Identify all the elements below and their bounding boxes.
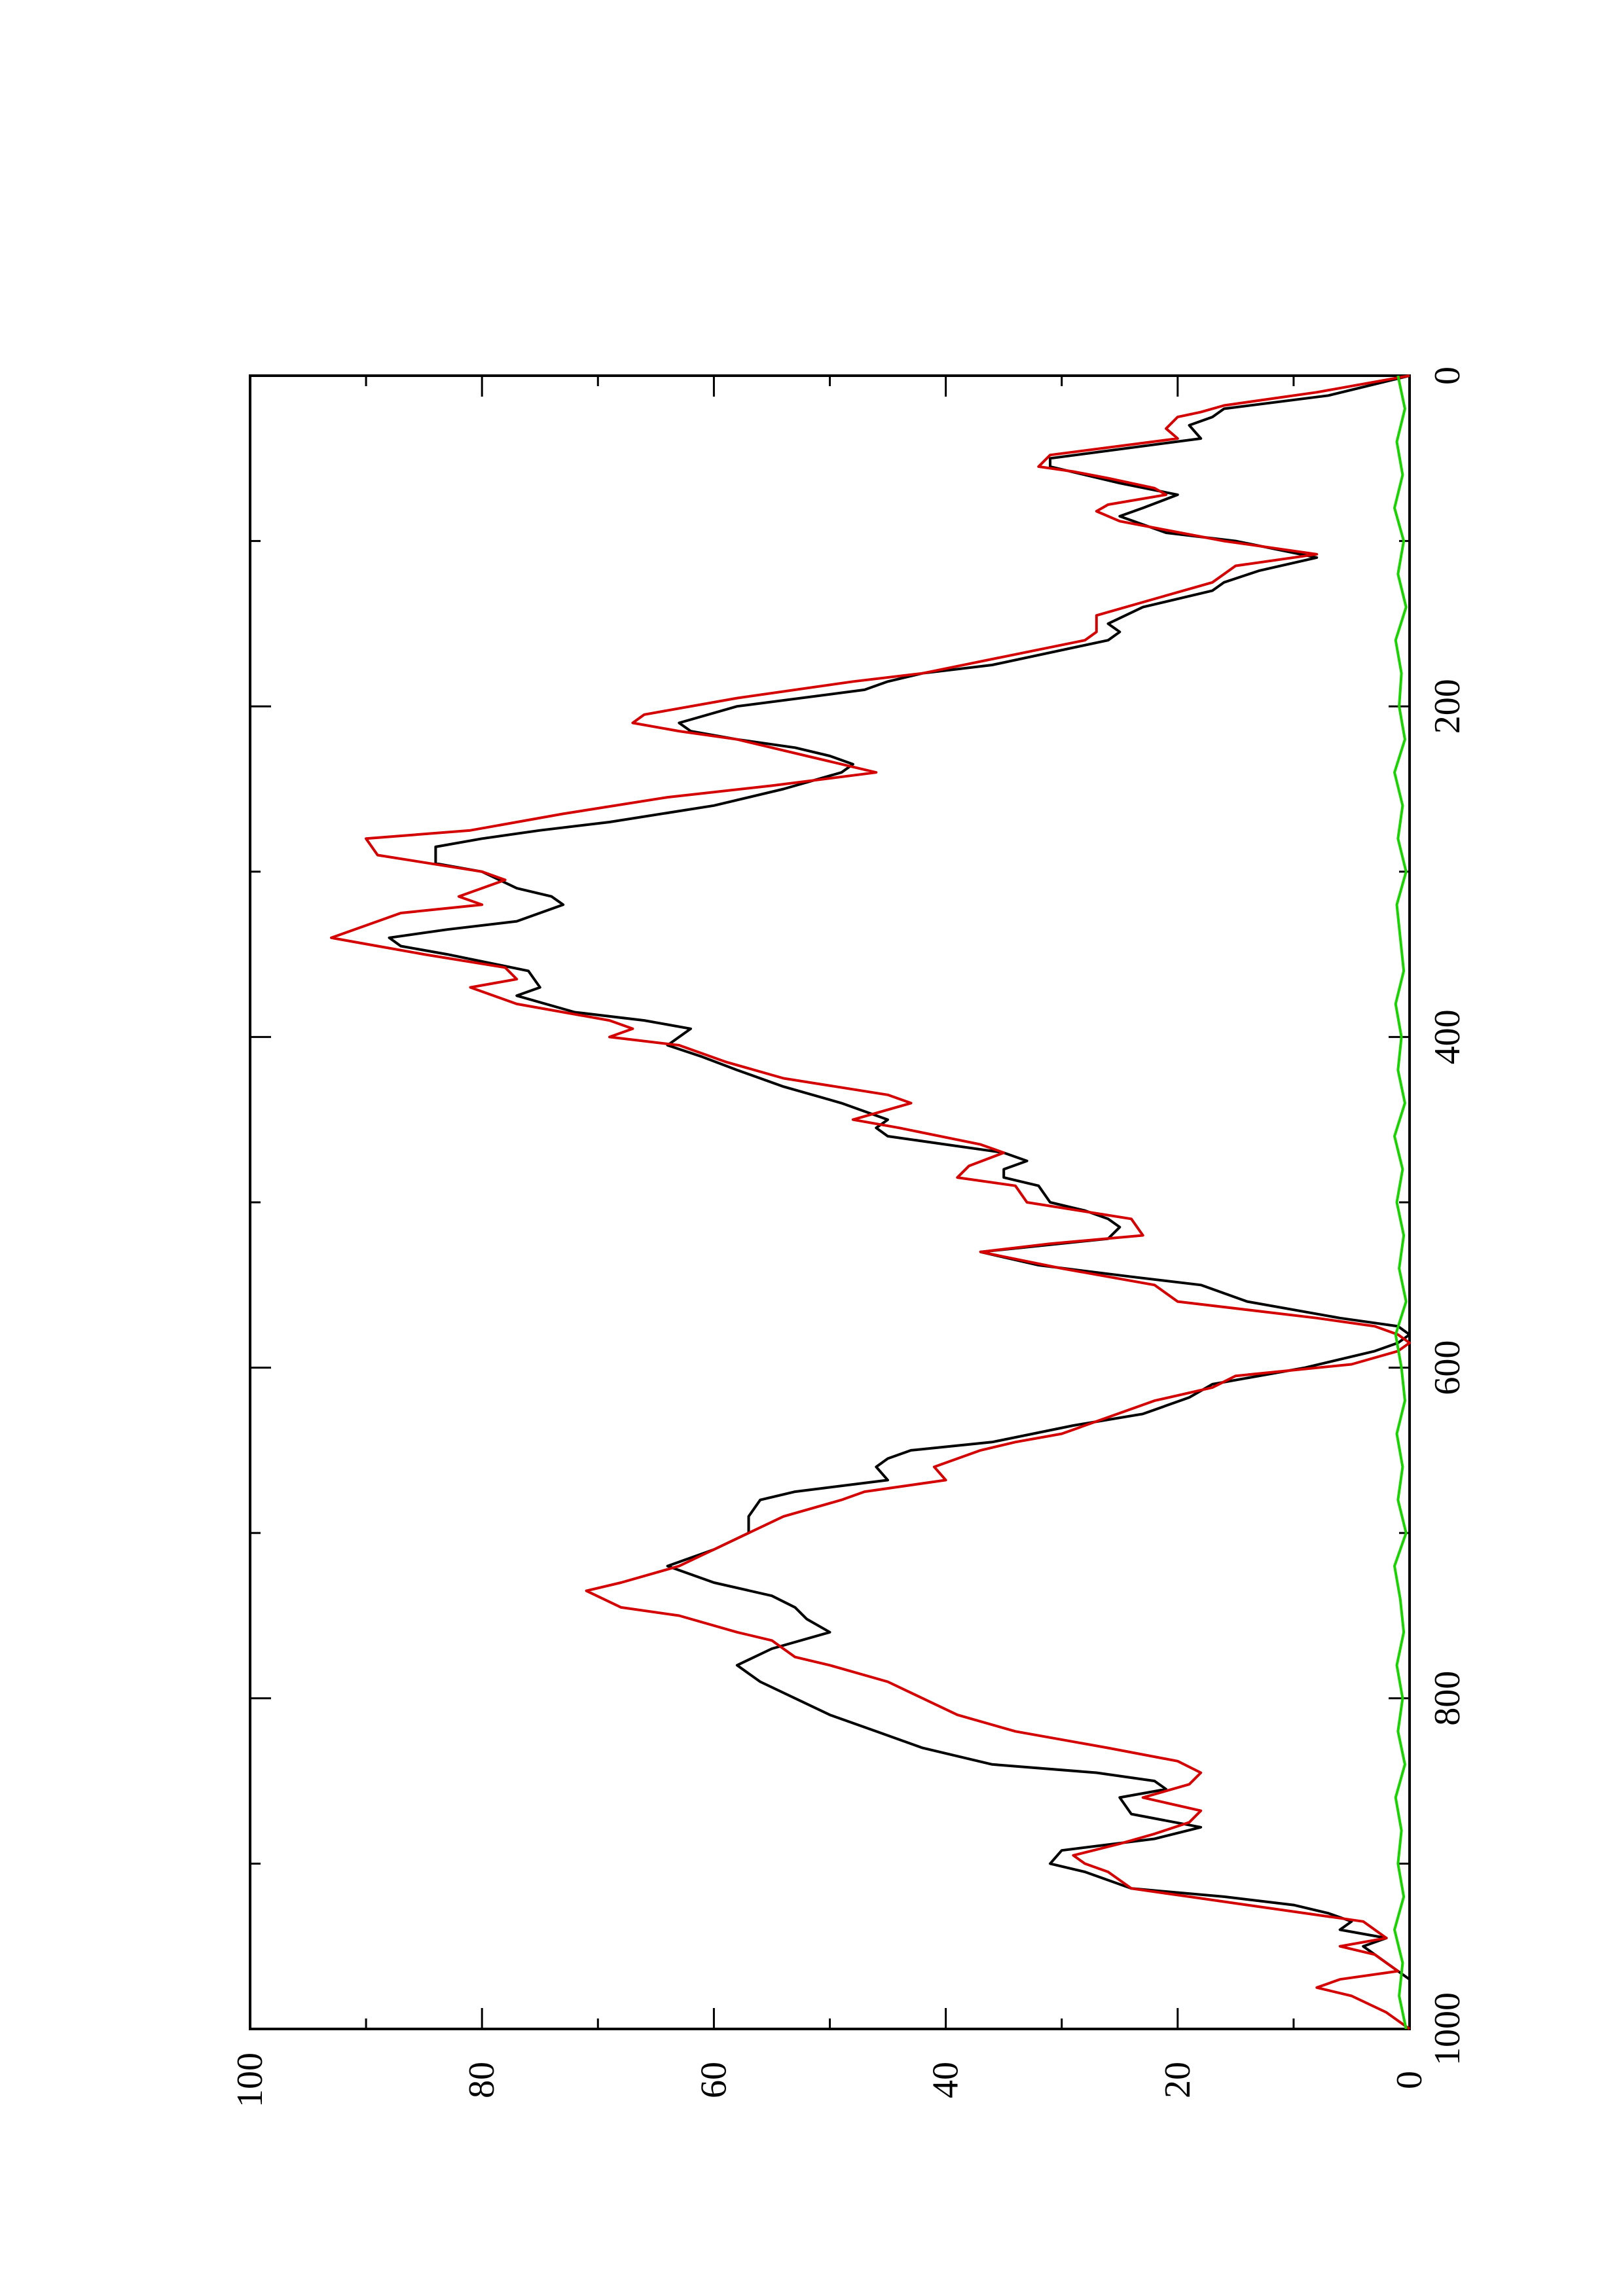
series-line-2 — [330, 374, 1411, 2030]
tick-labels: 0 200 400 600 800 1000 0 20 40 60 80 100 — [230, 367, 1468, 2108]
x-tick-label: 400 — [1427, 1009, 1468, 1064]
y-tick-label: 40 — [926, 2062, 966, 2098]
series-line-1 — [388, 374, 1411, 2029]
y-tick-label: 100 — [230, 2053, 270, 2108]
x-tick-label: 1000 — [1427, 1992, 1468, 2066]
y-tick-label: 20 — [1158, 2062, 1198, 2098]
y-tick-label: 60 — [693, 2062, 734, 2098]
x-tick-label: 600 — [1427, 1340, 1468, 1395]
y-tick-label: 80 — [462, 2062, 502, 2098]
series-line-3 — [1393, 375, 1408, 2030]
x-tick-label: 800 — [1427, 1671, 1468, 1726]
plot-frame — [249, 374, 1411, 2030]
x-tick-label: 0 — [1427, 367, 1468, 385]
series-group — [330, 374, 1411, 2030]
axis-ticks — [249, 374, 1411, 2030]
x-tick-label: 200 — [1427, 679, 1468, 734]
y-tick-label: 0 — [1389, 2071, 1430, 2089]
